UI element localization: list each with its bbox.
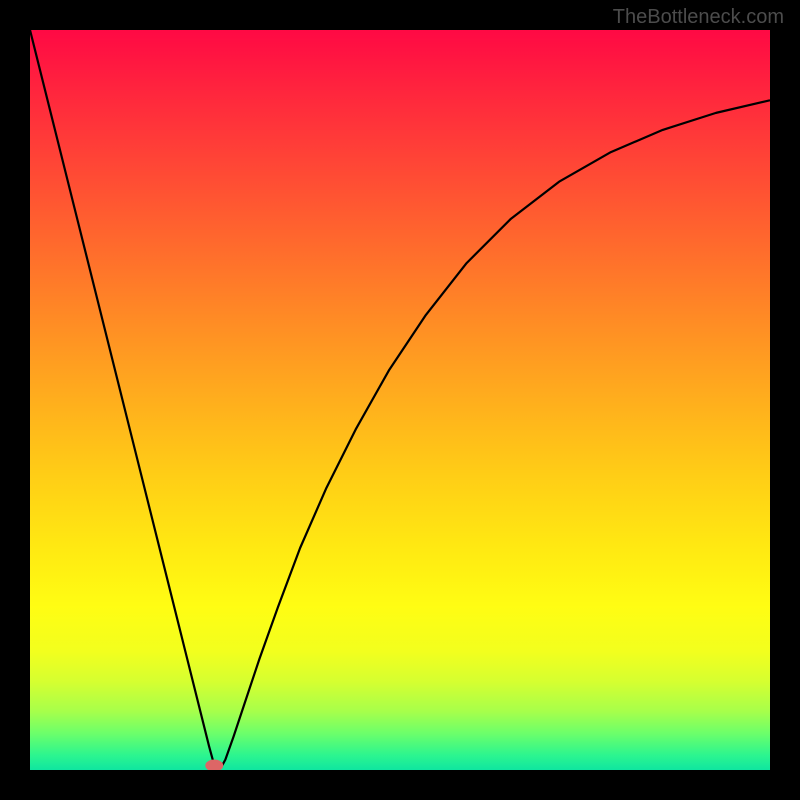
plot-area	[30, 30, 770, 770]
bottleneck-curve	[30, 30, 770, 770]
watermark-text: TheBottleneck.com	[613, 6, 784, 29]
curve-layer	[30, 30, 770, 770]
optimal-point-marker	[205, 760, 223, 770]
